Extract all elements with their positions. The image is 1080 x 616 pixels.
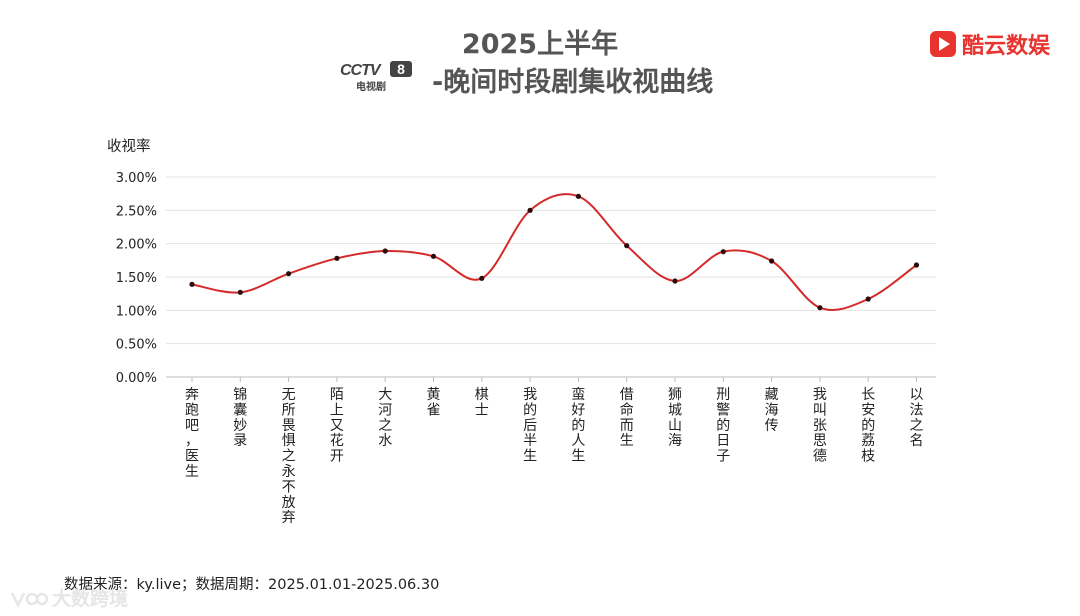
data-point xyxy=(817,305,823,311)
line-chart: 0.00% 0.50% 1.00% 1.50% 2.00% 2.50% 3.00% 奔跑吧，… xyxy=(107,138,936,526)
x-tick-label: 大河之水 xyxy=(378,387,392,449)
x-tick-label: 我叫张思德 xyxy=(813,387,827,465)
data-point xyxy=(479,275,485,281)
y-tick-label: 3.00% xyxy=(116,171,157,186)
x-tick-label: 黄雀 xyxy=(427,386,441,418)
cctv8-logo: CCTV 8 电视剧 xyxy=(340,61,412,93)
cctv-logo-number: 8 xyxy=(397,61,405,77)
y-tick-label: 0.50% xyxy=(116,338,157,353)
x-tick-label: 锦囊妙录 xyxy=(233,386,247,449)
watermark-logo-icon xyxy=(10,591,48,608)
x-tick-label: 无所畏惧之永不放弃 xyxy=(282,387,296,526)
data-point xyxy=(575,193,582,199)
watermark-text: 大数跨境 xyxy=(52,588,129,610)
y-tick-layer: 0.00% 0.50% 1.00% 1.50% 2.00% 2.50% 3.00% xyxy=(116,171,157,386)
x-tick-label: 以法之名 xyxy=(910,387,924,449)
data-point xyxy=(237,289,243,295)
x-tick-label: 棋士 xyxy=(475,387,489,418)
chart-title-line1: 2025上半年 xyxy=(461,29,619,60)
data-point xyxy=(672,278,678,284)
y-axis-label: 收视率 xyxy=(107,138,151,155)
x-tick-label: 刑警的日子 xyxy=(716,387,730,465)
data-point xyxy=(527,207,533,213)
grid-layer xyxy=(166,176,936,378)
rating-curve xyxy=(191,193,918,311)
x-tick-label: 蛮好的人生 xyxy=(571,386,585,465)
cctv-logo-mark: CCTV xyxy=(340,62,382,79)
data-point xyxy=(913,262,920,268)
x-tick-layer: 奔跑吧，医生 锦囊妙录 无所畏惧之永不放弃 陌上又花开 大河之水 黄雀 棋士 我的后半生 蛮好的… xyxy=(185,377,924,526)
data-source-note: 数据来源：ky.live；数据周期：2025.01.01-2025.06.30 xyxy=(64,577,440,593)
data-point xyxy=(430,253,437,259)
play-icon xyxy=(929,31,956,57)
data-point xyxy=(865,296,871,302)
brand-name: 酷云数娱 xyxy=(961,34,1050,59)
brand-logo: 酷云数娱 xyxy=(929,28,1050,60)
x-tick-label: 狮城山海 xyxy=(668,387,682,449)
data-point xyxy=(334,255,340,261)
data-point xyxy=(382,248,388,254)
y-tick-label: 0.00% xyxy=(116,371,157,386)
data-point xyxy=(286,271,292,277)
cctv-logo-subtitle: 电视剧 xyxy=(356,80,386,93)
data-point xyxy=(624,243,630,249)
x-tick-label: 藏海传 xyxy=(765,387,779,434)
data-point xyxy=(769,258,775,264)
x-tick-label: 陌上又花开 xyxy=(330,387,344,465)
cctv-logo-number-box xyxy=(390,61,412,77)
chart-title-line2: -晚间时段剧集收视曲线 xyxy=(432,67,714,98)
y-tick-label: 1.00% xyxy=(116,304,157,319)
x-tick-label: 我的后半生 xyxy=(523,387,537,465)
x-tick-label: 长安的荔枝 xyxy=(861,387,875,465)
y-tick-label: 2.50% xyxy=(116,204,157,219)
data-point-layer xyxy=(189,193,920,311)
y-tick-label: 1.50% xyxy=(116,271,157,286)
data-point xyxy=(189,281,195,287)
x-tick-label: 奔跑吧，医生 xyxy=(185,387,199,480)
y-tick-label: 2.00% xyxy=(116,238,157,253)
data-point xyxy=(720,249,726,255)
x-tick-label: 借命而生 xyxy=(620,387,634,449)
watermark: 大数跨境 xyxy=(8,584,128,611)
